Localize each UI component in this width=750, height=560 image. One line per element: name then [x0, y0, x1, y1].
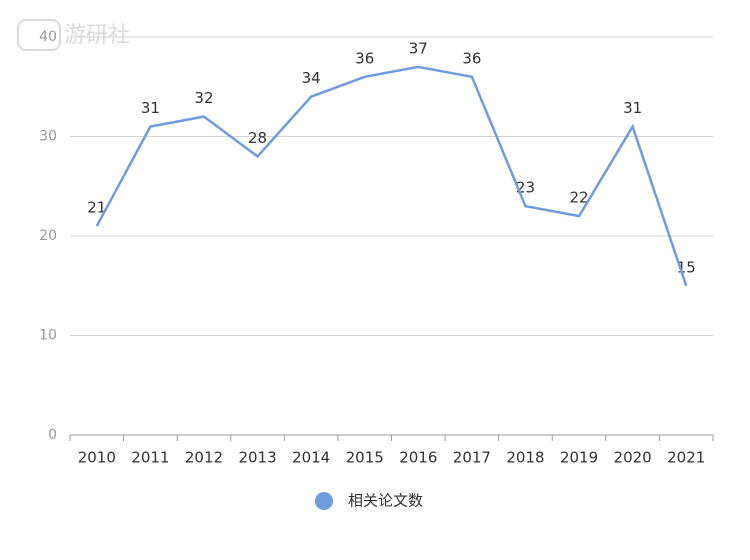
- y-tick-label: 30: [39, 129, 57, 145]
- y-tick-label: 10: [39, 328, 57, 344]
- y-tick-label: 40: [39, 29, 57, 45]
- data-label: 32: [194, 89, 213, 107]
- x-tick-label: 2010: [78, 449, 116, 467]
- data-label: 22: [569, 189, 588, 207]
- data-label: 28: [248, 129, 267, 147]
- x-tick-label: 2013: [238, 449, 276, 467]
- x-tick-label: 2012: [185, 449, 223, 467]
- data-label: 36: [355, 49, 374, 67]
- x-tick-label: 2015: [346, 449, 384, 467]
- x-tick-label: 2011: [131, 449, 169, 467]
- x-tick-label: 2021: [667, 449, 705, 467]
- x-tick-label: 2016: [399, 449, 437, 467]
- data-label: 21: [87, 199, 106, 217]
- legend-label: 相关论文数: [348, 492, 423, 510]
- x-tick-label: 2020: [614, 449, 652, 467]
- x-tick-label: 2014: [292, 449, 330, 467]
- legend-marker: [315, 492, 333, 510]
- x-tick-label: 2019: [560, 449, 598, 467]
- watermark-text: 游研社: [64, 23, 130, 48]
- data-label: 34: [302, 69, 321, 87]
- y-tick-label: 0: [48, 427, 57, 443]
- line: [95, 65, 688, 287]
- watermark-logo: 游研社: [17, 19, 130, 51]
- watermark-icon: [17, 19, 61, 51]
- x-tick-label: 2018: [506, 449, 544, 467]
- data-label: 37: [409, 39, 428, 57]
- data-label: 36: [462, 49, 481, 67]
- x-tick-label: 2017: [453, 449, 491, 467]
- data-label: 31: [141, 99, 160, 117]
- data-label: 31: [623, 99, 642, 117]
- y-tick-label: 20: [39, 228, 57, 244]
